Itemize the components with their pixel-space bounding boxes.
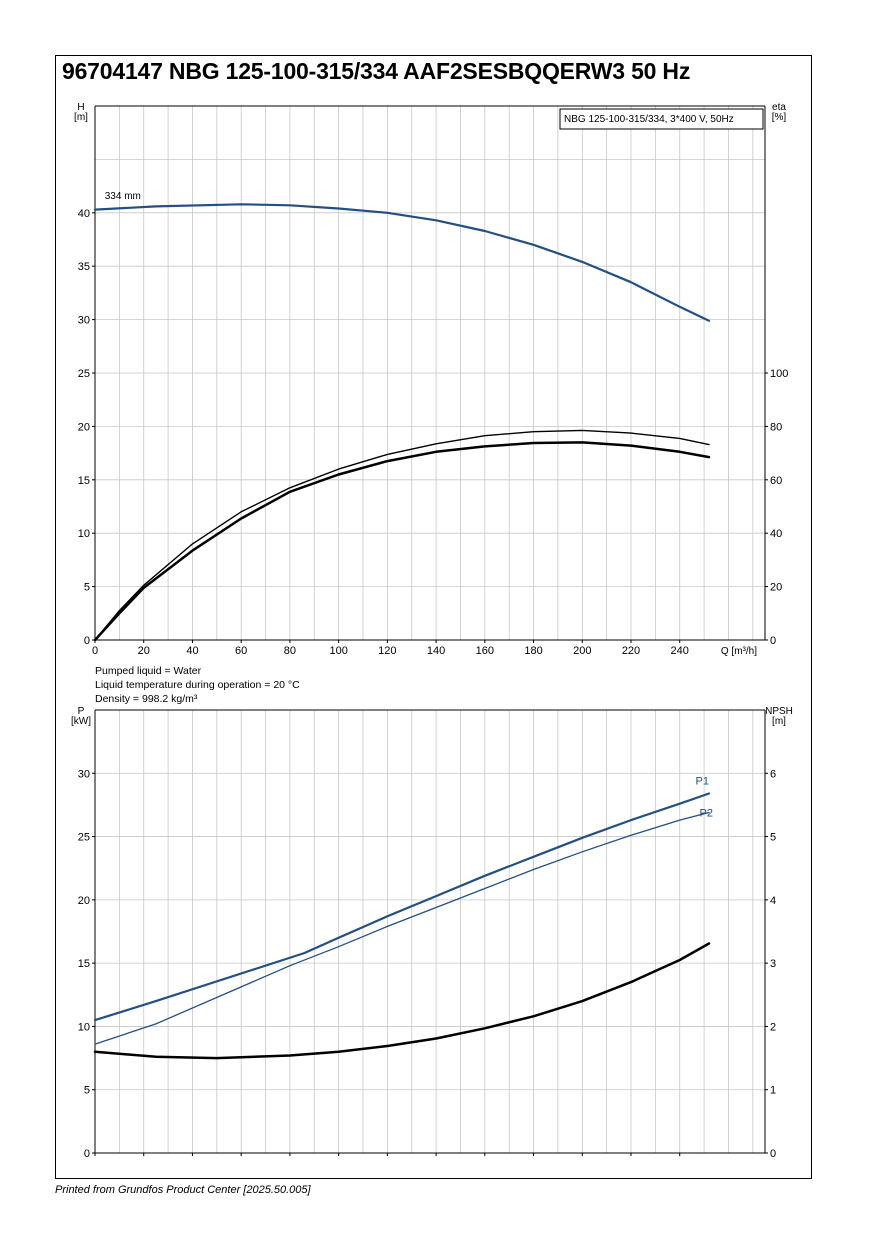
y-axis-unit-right: [%] [772,112,787,123]
tick-label-right: 5 [770,832,776,844]
tick-label-right: 40 [770,528,782,540]
page-title: 96704147 NBG 125-100-315/334 AAF2SESBQQE… [62,58,691,84]
tick-label-left: 10 [78,1021,90,1033]
tick-label-left: 10 [78,528,90,540]
x-axis-label: Q [m³/h] [721,646,757,657]
series-label-p1: P1 [695,776,708,788]
tick-label-right: 2 [770,1021,776,1033]
tick-label-x: 160 [476,645,494,657]
tick-label-x: 60 [235,645,247,657]
tick-label-x: 200 [573,645,591,657]
series-line-p1 [93,792,711,1022]
tick-label-right: 3 [770,958,776,970]
tick-label-left: 20 [78,895,90,907]
tick-label-right: 4 [770,895,776,907]
tick-label-x: 220 [622,645,640,657]
tick-label-left: 35 [78,261,90,273]
series-line-power-2 [93,942,711,1060]
tick-label-left: 0 [84,1148,90,1160]
tick-label-left: 5 [84,1085,90,1097]
liquid-info: Pumped liquid = Water Liquid temperature… [95,664,300,706]
footer-note: Printed from Grundfos Product Center [20… [55,1184,311,1196]
series-line-performance-1 [94,429,710,641]
tick-label-left: 15 [78,958,90,970]
series-line-performance-2 [93,441,711,642]
liquid-info-line: Liquid temperature during operation = 20… [95,679,300,691]
tick-label-left: 25 [78,368,90,380]
tick-label-x: 100 [329,645,347,657]
tick-label-right: 1 [770,1085,776,1097]
y-axis-label-left: H [77,102,84,113]
tick-label-x: 140 [427,645,445,657]
y-axis-label-left: P [78,706,85,717]
tick-label-x: 0 [92,645,98,657]
tick-label-right: 0 [770,635,776,647]
tick-label-right: 60 [770,475,782,487]
tick-label-left: 0 [84,635,90,647]
tick-label-x: 40 [186,645,198,657]
power-chart [92,709,768,1156]
tick-label-right: 100 [770,368,788,380]
legend-box-text: NBG 125-100-315/334, 3*400 V, 50Hz [564,114,734,125]
tick-label-left: 40 [78,208,90,220]
tick-label-left: 25 [78,832,90,844]
tick-label-x: 80 [284,645,296,657]
tick-label-right: 6 [770,768,776,780]
series-line-p2 [94,811,710,1045]
performance-chart [92,105,768,643]
tick-label-right: 0 [770,1148,776,1160]
series-label-p2: P2 [699,808,712,820]
tick-label-x: 180 [524,645,542,657]
tick-label-left: 20 [78,421,90,433]
series-label-334mm: 334 mm [105,191,141,202]
liquid-info-line: Density = 998.2 kg/m³ [95,693,198,705]
y-axis-unit-right: [m] [772,716,786,727]
series-line-334-mm [93,203,711,322]
y-axis-unit-left: [kW] [71,716,91,727]
tick-label-x: 240 [671,645,689,657]
y-axis-label-right: NPSH [765,706,793,717]
tick-label-left: 30 [78,315,90,327]
tick-label-right: 80 [770,421,782,433]
tick-label-left: 5 [84,582,90,594]
chart-frame [55,55,812,1179]
y-axis-label-right: eta [772,102,786,113]
liquid-info-line: Pumped liquid = Water [95,665,202,677]
tick-label-x: 120 [378,645,396,657]
legend-box [559,108,764,130]
y-axis-unit-left: [m] [74,112,88,123]
tick-label-right: 20 [770,582,782,594]
tick-label-left: 30 [78,768,90,780]
tick-label-left: 15 [78,475,90,487]
tick-label-x: 20 [138,645,150,657]
